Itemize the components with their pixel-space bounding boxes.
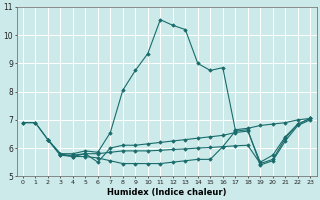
X-axis label: Humidex (Indice chaleur): Humidex (Indice chaleur) xyxy=(107,188,226,197)
